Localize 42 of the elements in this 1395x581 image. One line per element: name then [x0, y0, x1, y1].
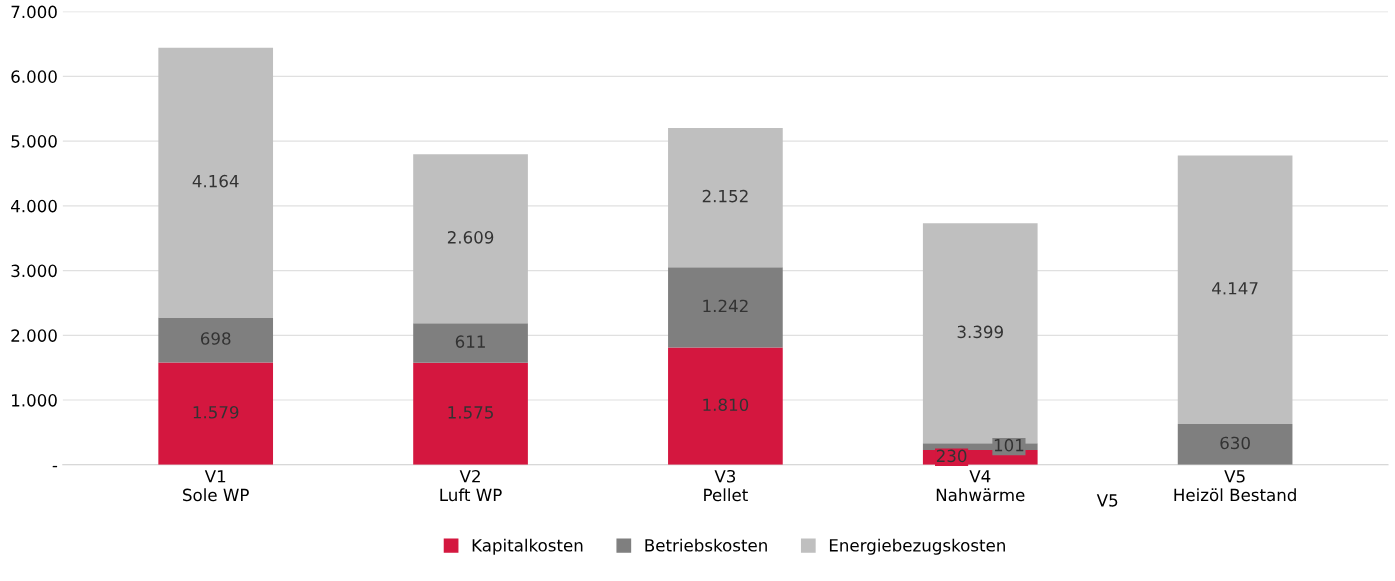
data-label: 4.147	[1212, 282, 1258, 295]
x-tick-label: V5 Heizöl Bestand	[1174, 470, 1296, 502]
legend-label: Kapitalkosten	[472, 538, 583, 555]
x-tick-label: V1 Sole WP	[183, 470, 249, 502]
x-tick-label: V3 Pellet	[704, 469, 748, 502]
bar	[158, 317, 274, 363]
data-label: 698	[200, 332, 231, 345]
data-label: 4.164	[192, 174, 239, 188]
bar	[413, 154, 528, 324]
data-label: 1.575	[448, 406, 493, 419]
bar	[668, 267, 783, 348]
data-label: 1.579	[193, 405, 239, 419]
data-label: 630	[1220, 436, 1250, 450]
bar	[158, 47, 274, 318]
bar	[1177, 155, 1293, 425]
y-tick-label: 2.000	[11, 329, 57, 342]
y-tick-label: 1.000	[12, 394, 57, 407]
data-label: 2.609	[447, 231, 494, 244]
y-tick-label: 4.000	[11, 199, 57, 213]
bar	[413, 362, 528, 465]
x-tick-label: V4 Nahwärme	[936, 470, 1025, 502]
y-tick-label: -	[52, 465, 58, 468]
legend-label: Betriebskosten	[645, 538, 767, 552]
data-label: 611	[455, 335, 485, 348]
data-label: 101	[994, 438, 1024, 452]
data-label: 230	[936, 449, 967, 463]
legend-label: Energiebezugskosten	[829, 538, 1005, 555]
data-label: 1.242	[703, 299, 748, 313]
bar	[668, 347, 783, 465]
text: V5	[1096, 494, 1118, 507]
bar	[413, 323, 528, 363]
bar	[668, 127, 783, 268]
bar	[158, 362, 274, 465]
y-tick-label: 5.000	[11, 135, 57, 148]
bar	[1177, 424, 1293, 465]
y-tick-label: 6.000	[11, 70, 57, 83]
y-tick-label: 7.000	[11, 5, 57, 19]
data-label: 2.152	[702, 189, 748, 203]
data-label: 3.399	[957, 325, 1003, 339]
y-tick-label: 3.000	[11, 264, 57, 278]
data-label: 1.810	[703, 398, 749, 412]
x-tick-label: V2 Luft WP	[440, 469, 502, 502]
